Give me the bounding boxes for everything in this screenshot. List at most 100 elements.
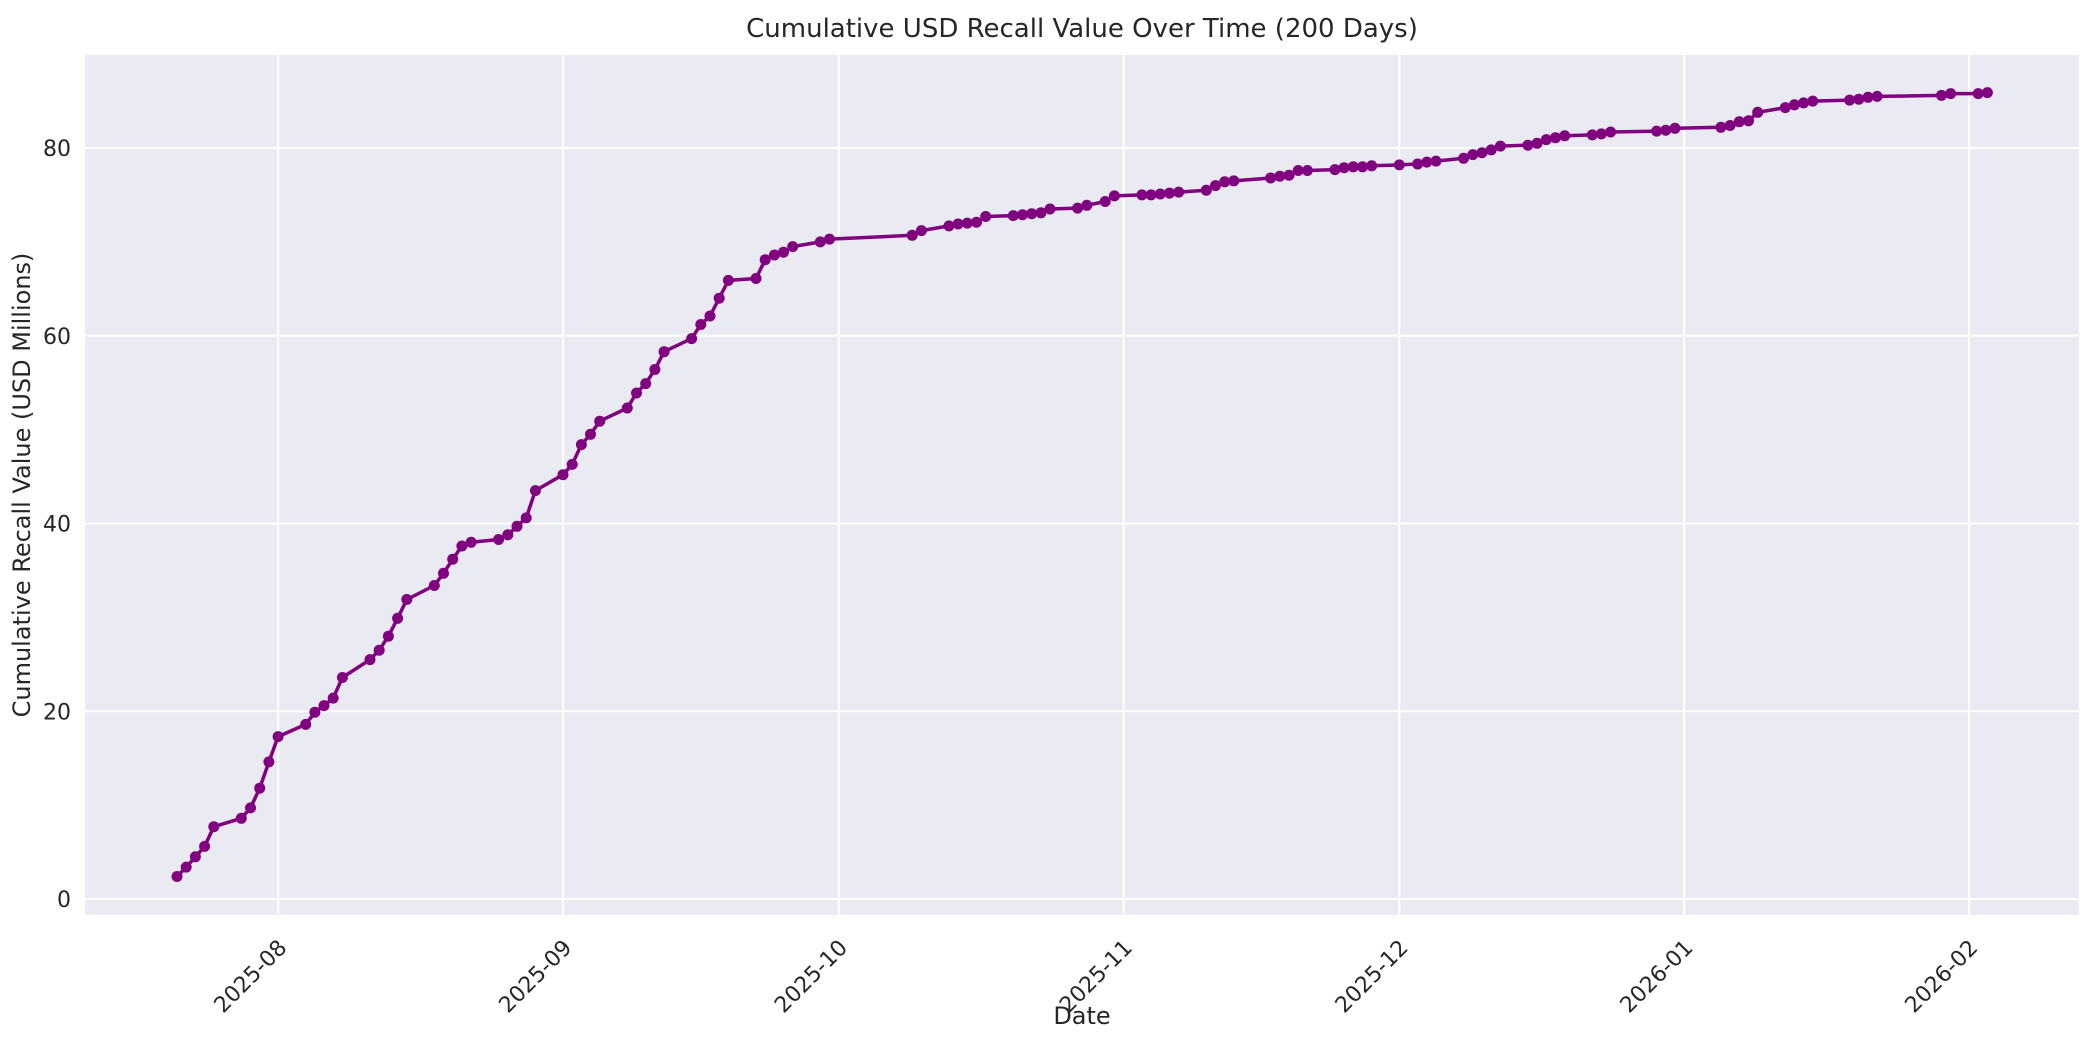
y-tick-label: 80 [43,137,71,162]
data-point-marker [631,387,642,399]
data-point-marker [364,654,376,666]
data-point-marker [263,756,275,768]
data-point-marker [649,364,661,375]
y-tick-label: 0 [57,888,71,913]
data-point-marker [272,731,284,743]
data-point-marker [722,274,734,286]
data-point-marker [254,782,266,794]
data-point-marker [768,249,780,261]
data-point-marker [199,840,211,852]
data-point-marker [686,333,698,345]
data-point-marker [1412,158,1424,170]
data-point-marker [1586,129,1598,141]
data-point-marker [1265,172,1277,184]
data-point-marker [1099,196,1111,207]
data-point-marker [465,536,477,548]
data-point-marker [1017,209,1028,221]
chart-title: Cumulative USD Recall Value Over Time (2… [746,14,1418,44]
data-point-marker [1853,93,1865,105]
data-point-marker [1550,132,1561,144]
data-point-marker [1936,89,1947,101]
data-point-marker [1219,176,1231,188]
data-point-marker [557,469,569,481]
data-point-marker [1743,115,1754,127]
data-point-marker [1715,121,1727,133]
data-point-marker [906,229,918,241]
data-point-marker [401,594,413,605]
data-point-marker [373,644,385,656]
data-point-marker [1035,207,1047,219]
x-tick-label: 2025-12 [1331,936,1414,1019]
data-point-marker [1430,155,1442,167]
x-axis-label: Date [1053,1002,1110,1030]
data-point-marker [1651,125,1663,137]
data-point-marker [1798,97,1810,109]
data-point-marker [1357,161,1368,173]
y-tick-label: 60 [43,325,71,350]
data-point-marker [1164,187,1175,199]
data-point-marker [980,211,992,222]
data-point-marker [1210,180,1221,192]
data-point-marker [245,802,256,814]
data-point-marker [575,439,587,451]
data-point-marker [658,346,670,358]
data-point-marker [1485,144,1497,156]
data-point-marker [1338,162,1350,174]
data-point-marker [171,871,183,882]
data-point-marker [1807,95,1819,107]
data-point-marker [713,292,725,304]
x-tick-label: 2025-09 [495,936,578,1019]
data-point-marker [1522,139,1534,151]
data-point-marker [428,580,440,591]
y-tick-label: 20 [43,700,71,725]
data-point-marker [1458,152,1470,164]
data-point-marker [1752,106,1764,118]
y-tick-label: 40 [43,513,71,538]
data-point-marker [208,821,220,833]
data-point-marker [1605,126,1617,138]
data-point-marker [1274,170,1286,182]
data-point-marker [180,861,192,873]
data-point-marker [1421,156,1433,168]
data-point-marker [1733,116,1745,128]
data-point-marker [1072,202,1084,214]
data-point-marker [759,254,771,266]
data-point-marker [520,512,532,524]
x-tick-label: 2025-10 [770,936,853,1019]
data-point-marker [1660,124,1672,136]
data-point-marker [447,553,459,565]
data-point-marker [1292,165,1304,176]
data-point-marker [961,217,973,229]
data-point-marker [1724,120,1736,131]
data-point-marker [502,529,514,541]
data-point-marker [511,520,523,532]
data-point-marker [235,812,247,824]
plot-background [85,55,2079,915]
data-point-marker [1540,134,1552,146]
data-point-marker [1154,188,1166,200]
y-tick-labels: 0 20 40 60 80 [43,137,71,913]
data-point-marker [1844,94,1856,106]
data-point-marker [1329,164,1341,176]
data-point-marker [1531,137,1543,149]
data-point-marker [1145,189,1157,201]
data-point-marker [1467,149,1479,161]
data-point-marker [300,718,312,730]
data-point-marker [1044,203,1056,215]
data-point-marker [1788,99,1800,111]
data-point-marker [1559,130,1571,142]
data-point-marker [1476,147,1488,159]
data-point-marker [915,225,927,237]
data-point-marker [318,700,330,712]
data-point-marker [1981,87,1993,99]
data-point-marker [1779,102,1791,114]
data-point-marker [438,567,449,579]
data-point-marker [1108,190,1120,202]
x-tick-label: 2026-01 [1616,936,1699,1019]
data-point-marker [585,428,596,440]
data-point-marker [309,706,321,718]
data-point-marker [1173,186,1185,198]
gridlines [85,55,2079,915]
